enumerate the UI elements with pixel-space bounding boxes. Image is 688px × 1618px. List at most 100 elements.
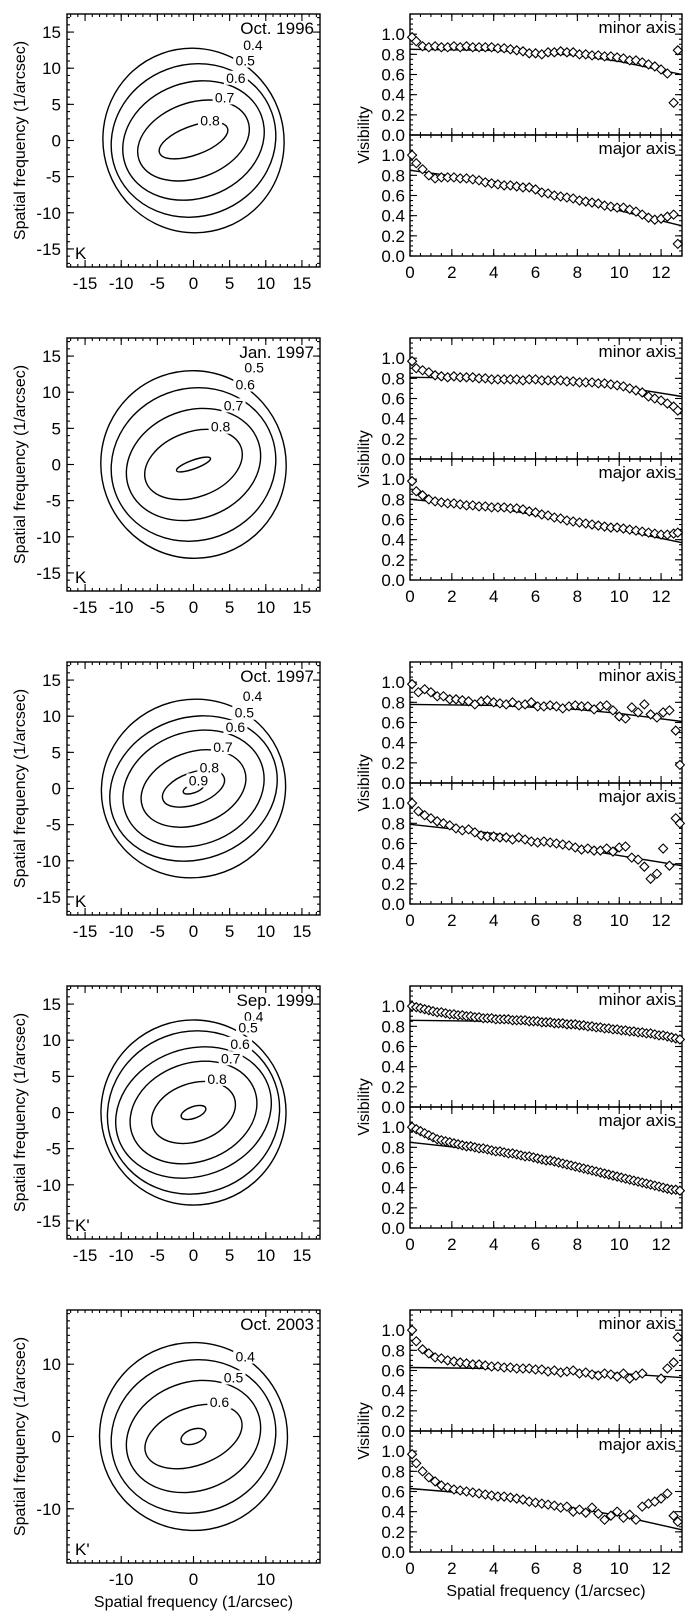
data-point-diamond <box>599 521 610 532</box>
data-point-diamond <box>417 364 428 376</box>
visibility-panel-1: 0.00.20.40.60.81.0 minor axis0.00.20.40.6… <box>356 13 684 282</box>
data-point-diamond <box>526 697 537 708</box>
x-tick-label: 6 <box>531 1559 540 1578</box>
y-tick-label: 10 <box>42 59 61 78</box>
data-point-diamond <box>651 712 663 723</box>
contour-label: 0.4 <box>243 688 263 704</box>
y-tick-label: -5 <box>46 492 61 511</box>
x-tick-label: 5 <box>225 1246 234 1265</box>
y-tick-label: 0 <box>52 456 61 475</box>
y-axis-title: Visibility <box>356 754 373 812</box>
plot-title: Jan. 1997 <box>239 343 314 362</box>
data-point-diamond <box>425 813 437 824</box>
contour-label-bg <box>212 90 237 105</box>
band-label: K <box>75 568 87 587</box>
contour-line <box>122 729 265 848</box>
y-tick-label: 10 <box>42 1031 61 1050</box>
contour-label-bg <box>233 377 258 392</box>
y-tick-label: 0.4 <box>381 855 405 874</box>
y-tick-label: 0.4 <box>381 207 405 226</box>
y-tick-label: 0.8 <box>381 166 405 185</box>
y-tick-label: 0.0 <box>381 1543 405 1562</box>
x-tick-label: 10 <box>610 1235 629 1254</box>
data-point-diamond <box>406 1324 418 1336</box>
contour-label-bg <box>232 705 257 720</box>
contour-label-bg <box>205 1071 230 1086</box>
data-point-diamond <box>444 820 456 831</box>
contour-label: 0.9 <box>189 772 209 788</box>
y-axis-title: Spatial frequency (1/arcsec) <box>12 41 29 240</box>
contour-label-bg <box>233 1349 258 1364</box>
x-tick-label: 8 <box>573 1559 582 1578</box>
x-tick-label: 5 <box>225 598 234 617</box>
x-axis-title: Spatial frequency (1/arcsec) <box>446 1583 645 1600</box>
x-tick-label: 8 <box>573 1235 582 1254</box>
y-tick-label: 0 <box>52 780 61 799</box>
contour-label: 0.8 <box>211 419 231 435</box>
visibility-panel-4: 0.00.20.40.60.81.0 minor axis0.00.20.40.6… <box>356 985 686 1254</box>
data-point-diamond <box>511 181 522 192</box>
y-tick-label: 5 <box>52 743 61 762</box>
data-point-diamond <box>624 1509 635 1520</box>
contour-label: 0.4 <box>236 1349 256 1365</box>
data-point-diamond <box>463 696 474 707</box>
y-tick-label: 0.8 <box>381 369 405 388</box>
contour-label: 0.5 <box>238 1020 258 1036</box>
contour-label: 0.5 <box>235 705 255 721</box>
x-tick-label: -10 <box>109 1570 134 1589</box>
data-point-diamond <box>542 1499 554 1510</box>
axis-panel-label: minor axis <box>599 666 676 685</box>
axis-panel-label: major axis <box>599 1435 676 1454</box>
data-point-diamond <box>601 700 612 711</box>
y-tick-label: -10 <box>36 528 61 547</box>
contour-line <box>106 1030 281 1195</box>
visibility-panel-3: 0.00.20.40.60.81.0 minor axis0.00.20.40.6… <box>356 661 686 930</box>
y-axis-title: Visibility <box>356 430 373 488</box>
data-point-diamond <box>630 525 642 536</box>
contour-label: 0.8 <box>200 112 220 128</box>
y-tick-label: 0.0 <box>381 1098 405 1117</box>
contour-line <box>180 1427 207 1446</box>
contour-line <box>100 369 287 560</box>
y-tick-label: 0.4 <box>381 1058 405 1077</box>
band-label: K' <box>75 1540 90 1559</box>
data-point-diamond <box>467 174 479 185</box>
x-tick-label: 12 <box>652 1235 671 1254</box>
axis-panel-label: minor axis <box>599 18 676 37</box>
y-tick-label: 0.2 <box>381 1199 405 1218</box>
y-tick-label: 10 <box>42 383 61 402</box>
data-point-diamond <box>668 1357 679 1368</box>
plot-frame <box>66 1309 321 1564</box>
y-tick-label: -10 <box>36 852 61 871</box>
data-point-diamond <box>436 371 447 382</box>
data-point-diamond <box>618 1368 629 1379</box>
plot-title: Oct. 2003 <box>240 1315 314 1334</box>
visibility-subplot-major: 0.00.20.40.6 0.81.0 major axis 0 2 4 6 8 10 12 <box>381 1106 686 1254</box>
contour-line <box>136 99 251 182</box>
y-tick-label: 1.0 <box>381 794 405 813</box>
axis-panel-label: major axis <box>599 463 676 482</box>
data-point-diamond <box>511 45 522 56</box>
y-tick-label: 1.0 <box>381 1118 405 1137</box>
x-tick-label: 10 <box>256 1246 275 1265</box>
x-tick-label: -10 <box>109 598 134 617</box>
data-point-diamond <box>674 818 686 829</box>
visibility-subplot-major: 0.00.20.40.6 0.81.0 major axis 0 2 4 6 8 10 12 <box>381 1430 684 1578</box>
x-tick-label: 8 <box>573 911 582 930</box>
data-point-diamond <box>593 520 604 531</box>
contour-line <box>122 80 265 201</box>
data-point-diamond <box>655 395 667 406</box>
data-point-diamond <box>580 1367 592 1378</box>
x-tick-label: 12 <box>652 587 671 606</box>
data-point-diamond <box>586 519 598 530</box>
plot-frame <box>66 337 321 592</box>
contour-label-bg <box>218 1051 243 1066</box>
x-tick-label: 0 <box>405 1235 414 1254</box>
y-tick-label: 0 <box>52 1428 61 1447</box>
axis-panel-label: minor axis <box>599 990 676 1009</box>
contour-label: 0.7 <box>224 397 244 413</box>
y-tick-label: 0.6 <box>381 1038 405 1057</box>
contour-line <box>100 1019 287 1206</box>
y-tick-label: 0.8 <box>381 490 405 509</box>
data-point-diamond <box>655 1493 667 1504</box>
